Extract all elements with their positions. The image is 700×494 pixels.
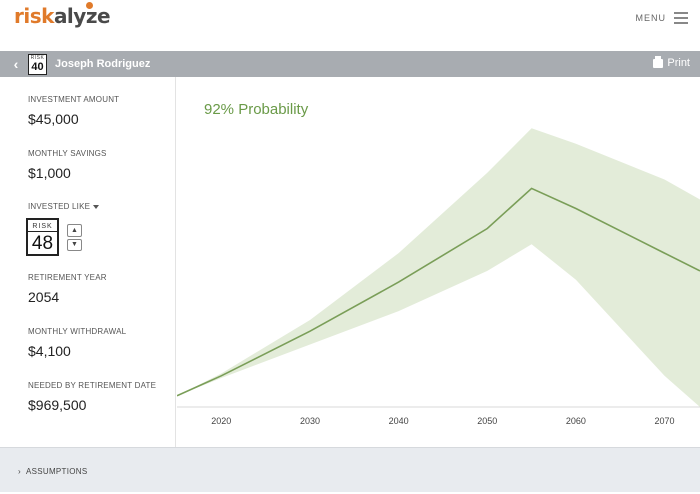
x-tick-label: 2030 [300, 416, 320, 426]
client-risk-badge: RISK 40 [28, 53, 47, 75]
x-tick-label: 2060 [566, 416, 586, 426]
print-label: Print [667, 57, 690, 69]
confidence-band [177, 128, 700, 407]
monthly-savings-label: MONTHLY SAVINGS [28, 149, 107, 158]
caret-down-icon [93, 204, 100, 209]
retirement-year-field[interactable]: RETIREMENT YEAR 2054 [28, 273, 107, 305]
median-projection-line [177, 187, 700, 397]
projection-chart-svg: 2020 2030 2040 2050 2060 2070 [177, 128, 700, 426]
footer-bar: › ASSUMPTIONS [0, 447, 700, 492]
investment-amount-label: INVESTMENT AMOUNT [28, 95, 120, 104]
x-tick-label: 2040 [389, 416, 409, 426]
risk-stepper[interactable]: ▲ ▼ [67, 224, 82, 251]
invested-like-dropdown[interactable]: INVESTED LIKE [28, 202, 100, 211]
invested-like-label: INVESTED LIKE [28, 202, 91, 211]
retirement-year-value[interactable]: 2054 [28, 289, 60, 305]
inputs-sidebar: INVESTMENT AMOUNT $45,000 MONTHLY SAVING… [0, 77, 176, 447]
menu-label: MENU [635, 13, 666, 23]
assumptions-label: ASSUMPTIONS [25, 467, 88, 476]
monthly-withdrawal-value[interactable]: $4,100 [28, 343, 71, 359]
investment-amount-value[interactable]: $45,000 [28, 111, 79, 127]
x-tick-label: 2050 [477, 416, 497, 426]
riskalyze-logo[interactable]: riskalyze [14, 4, 111, 28]
printer-icon [653, 55, 664, 68]
monthly-savings-field[interactable]: MONTHLY SAVINGS $1,000 [28, 149, 107, 181]
probability-label: 92% Probability [204, 101, 309, 118]
stepper-up-icon[interactable]: ▲ [67, 224, 82, 237]
logo-dot-icon [86, 2, 93, 9]
monthly-withdrawal-label: MONTHLY WITHDRAWAL [28, 327, 127, 336]
hamburger-icon [674, 12, 688, 24]
projection-chart: 2020 2030 2040 2050 2060 2070 92% Probability [177, 77, 700, 447]
x-tick-label: 2020 [211, 416, 231, 426]
x-tick-label: 2070 [654, 416, 674, 426]
investment-amount-field[interactable]: INVESTMENT AMOUNT $45,000 [28, 95, 119, 127]
needed-by-retirement-value[interactable]: $969,500 [28, 397, 87, 413]
back-chevron-icon[interactable]: ‹ [13, 56, 19, 72]
invested-risk-badge: RISK 48 [26, 218, 59, 256]
print-button[interactable]: Print [653, 55, 690, 69]
needed-by-retirement-label: NEEDED BY RETIREMENT DATE [28, 381, 157, 390]
needed-by-retirement-field[interactable]: NEEDED BY RETIREMENT DATE $969,500 [28, 381, 156, 413]
client-name: Joseph Rodriguez [55, 58, 151, 70]
client-header: ‹ RISK 40 Joseph Rodriguez Print [0, 51, 700, 77]
menu-button[interactable]: MENU [635, 12, 688, 24]
monthly-withdrawal-field[interactable]: MONTHLY WITHDRAWAL $4,100 [28, 327, 126, 359]
monthly-savings-value[interactable]: $1,000 [28, 165, 71, 181]
retirement-year-label: RETIREMENT YEAR [28, 273, 107, 282]
chevron-right-icon: › [18, 467, 21, 476]
stepper-down-icon[interactable]: ▼ [67, 238, 82, 251]
top-bar: riskalyze MENU [0, 0, 700, 48]
assumptions-toggle[interactable]: › ASSUMPTIONS [18, 467, 88, 476]
